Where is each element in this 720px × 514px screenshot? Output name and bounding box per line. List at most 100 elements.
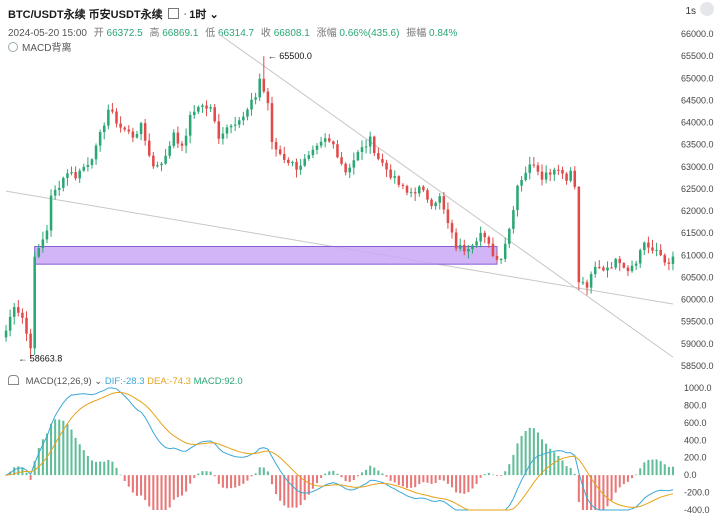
macd-histogram-bar [189, 475, 192, 484]
macd-histogram-bar [504, 471, 507, 476]
candle-body [532, 164, 536, 166]
candle-body [25, 317, 28, 334]
candle-body [192, 111, 196, 116]
macd-histogram-bar [356, 475, 359, 477]
candle-body [630, 265, 634, 272]
candle-body [254, 97, 257, 100]
indicator-icon[interactable] [8, 375, 19, 385]
macd-histogram-bar [618, 475, 621, 488]
chevron-down-icon[interactable]: ⌄ [94, 376, 105, 387]
candle-body [548, 172, 552, 175]
candle-body [225, 127, 229, 134]
indicator-label[interactable]: MACD背离 [22, 43, 72, 54]
macd-histogram-bar [262, 467, 265, 476]
candle-body [12, 307, 16, 317]
candle-body [197, 106, 200, 112]
more-menu-icon[interactable] [700, 2, 714, 16]
macd-histogram-bar [70, 429, 73, 476]
candle-body [266, 91, 270, 104]
macd-histogram-bar [230, 475, 233, 489]
candle-body [520, 180, 523, 186]
candle-body [278, 149, 282, 155]
candle-body [86, 164, 90, 167]
macd-histogram-bar [66, 424, 69, 476]
macd-histogram-bar [324, 473, 327, 476]
macd-histogram-bar [369, 465, 372, 476]
candle-body [577, 186, 581, 283]
candle-body [626, 267, 630, 272]
macd-histogram-bar [520, 435, 523, 476]
macd-histogram-bar [250, 475, 253, 477]
macd-histogram-bar [33, 461, 36, 476]
indicator-row[interactable]: MACD背离 [8, 39, 71, 54]
macd-histogram-bar [426, 475, 429, 483]
candle-body [475, 241, 478, 246]
macd-histogram-bar [234, 475, 237, 488]
candle-body [180, 143, 184, 146]
candle-body [299, 165, 302, 170]
candle-body [373, 136, 376, 154]
macd-histogram-bar [37, 448, 40, 476]
ohlc-readout: 2024-05-20 15:00 开 66372.5 高 66869.1 低 6… [8, 24, 457, 39]
macd-histogram-bar [643, 462, 646, 476]
symbol-title[interactable]: BTC/USDT永续 币安USDT永续 · 1时 ⌄ [8, 8, 219, 21]
edit-icon[interactable] [167, 8, 179, 19]
candle-body [21, 312, 24, 318]
candle-body [344, 163, 347, 173]
eye-icon[interactable] [8, 42, 18, 52]
macd-histogram-bar [25, 472, 28, 476]
macd-histogram-bar [532, 428, 535, 476]
macd-histogram-bar [577, 475, 580, 503]
macd-histogram-bar [581, 475, 584, 510]
candle-body [184, 135, 188, 146]
macd-histogram-bar [659, 461, 662, 476]
macd-histogram-bar [275, 475, 278, 495]
macd-histogram-bar [332, 470, 335, 476]
amplitude-label: 振幅 [406, 28, 427, 39]
macd-histogram-bar [455, 475, 458, 493]
macd-axis-tick: 200.0 [684, 453, 707, 463]
macd-histogram-bar [152, 475, 155, 510]
candle-body [598, 266, 601, 268]
macd-histogram-bar [553, 452, 556, 476]
candle-body [168, 145, 171, 156]
macd-histogram-bar [266, 471, 269, 476]
candle-body [426, 190, 429, 200]
candle-body [66, 173, 69, 178]
chevron-down-icon[interactable]: ⌄ [206, 9, 219, 21]
macd-histogram-bar [299, 475, 302, 506]
candle-body [201, 105, 204, 107]
macd-histogram-bar [140, 475, 143, 496]
macd-histogram-bar [651, 459, 654, 476]
candle-body [667, 262, 671, 264]
macd-histogram-bar [594, 475, 597, 510]
macd-legend: MACD(12,26,9) ⌄ DIF:-28.3 DEA:-74.3 MACD… [8, 375, 243, 387]
exchange-name: 币安USDT永续 [88, 9, 163, 21]
close-value: 66808.1 [273, 28, 310, 39]
price-annotation: ← 65500.0 [268, 51, 312, 61]
price-axis-tick: 66000.0 [681, 29, 714, 39]
macd-histogram-bar [663, 464, 666, 476]
candle-body [438, 196, 442, 203]
candle-body [647, 242, 650, 248]
macd-histogram-bar [270, 475, 274, 485]
macd-axis-tick: 0.0 [684, 470, 697, 480]
symbol-name[interactable]: BTC/USDT永续 [8, 9, 86, 21]
macd-histogram-bar [148, 475, 151, 507]
interval-selector[interactable]: 1时 [189, 9, 207, 21]
macd-histogram-bar [495, 475, 499, 476]
candle-body [311, 149, 315, 156]
interval-chip[interactable]: 1s [685, 6, 696, 17]
candle-body [573, 170, 577, 187]
macd-histogram-bar [176, 475, 179, 498]
candle-body [442, 196, 446, 210]
candle-body [233, 124, 237, 126]
candle-body [581, 282, 585, 284]
low-value: 66314.7 [217, 28, 255, 39]
macd-histogram-bar [500, 475, 503, 476]
macd-histogram-bar [667, 466, 670, 476]
candle-body [328, 138, 331, 142]
price-axis-tick: 60000.0 [681, 295, 714, 305]
macd-histogram-bar [434, 475, 437, 483]
